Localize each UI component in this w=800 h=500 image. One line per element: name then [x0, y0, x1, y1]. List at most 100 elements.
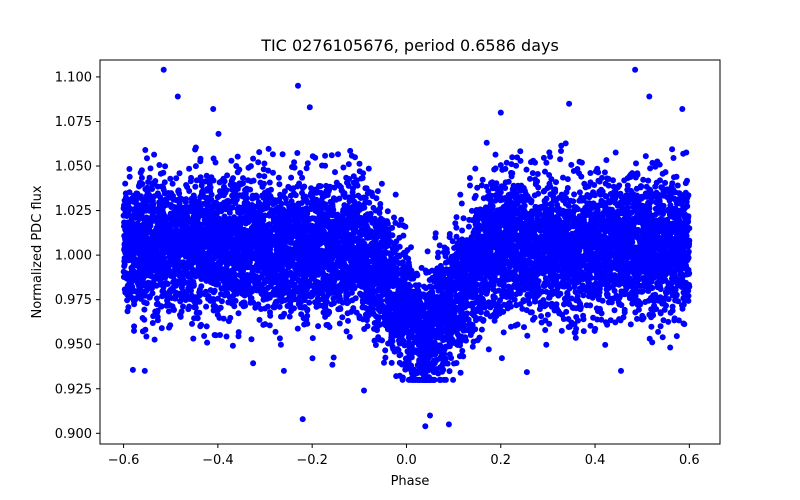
data-point — [458, 200, 465, 207]
data-point — [665, 318, 672, 325]
data-point — [285, 183, 292, 190]
data-point — [347, 147, 354, 154]
data-point — [563, 308, 570, 315]
data-point — [432, 234, 439, 241]
data-point — [255, 159, 262, 166]
data-point — [571, 191, 578, 198]
data-point — [393, 373, 400, 380]
data-point — [660, 317, 667, 324]
data-point — [250, 155, 257, 162]
chart-title: TIC 0276105676, period 0.6586 days — [260, 36, 559, 55]
data-point — [256, 172, 263, 179]
data-point — [557, 156, 564, 163]
data-point — [131, 323, 138, 330]
data-point — [424, 248, 431, 255]
data-point — [131, 327, 137, 334]
data-point — [203, 303, 210, 310]
data-point — [229, 192, 236, 199]
data-point — [198, 321, 205, 328]
data-point — [587, 322, 594, 329]
data-point — [393, 238, 400, 245]
data-point — [295, 297, 302, 304]
data-point — [153, 295, 160, 302]
data-point — [479, 176, 486, 183]
data-point — [223, 333, 230, 340]
data-point — [294, 325, 301, 332]
data-point — [576, 170, 582, 177]
data-point — [576, 189, 583, 196]
data-point — [640, 176, 647, 183]
data-point — [521, 324, 527, 331]
data-point — [446, 368, 453, 375]
data-point — [138, 174, 145, 181]
data-point — [286, 313, 293, 320]
data-point — [126, 189, 133, 196]
data-point — [497, 162, 504, 169]
data-point — [279, 151, 286, 158]
data-point — [343, 328, 350, 335]
data-point — [208, 191, 215, 198]
data-point — [315, 323, 322, 330]
data-point — [592, 325, 599, 332]
data-point — [392, 191, 399, 198]
data-point — [122, 180, 129, 187]
data-point — [388, 359, 395, 366]
data-point — [141, 316, 148, 323]
data-point — [543, 288, 550, 295]
data-point — [256, 316, 263, 323]
data-point — [542, 327, 549, 333]
data-point — [356, 160, 363, 167]
data-point — [192, 163, 199, 170]
data-point — [459, 347, 466, 354]
data-point — [151, 336, 158, 343]
data-point — [235, 310, 242, 317]
data-point — [149, 320, 156, 326]
data-point — [517, 148, 524, 155]
data-point — [645, 177, 652, 184]
data-point — [186, 165, 193, 172]
data-point — [672, 189, 679, 196]
data-point — [572, 334, 579, 341]
data-point — [335, 151, 341, 158]
data-point — [500, 329, 507, 336]
data-point — [382, 354, 389, 361]
data-point — [272, 328, 279, 335]
data-point — [322, 152, 329, 159]
data-point — [288, 174, 295, 181]
data-point — [229, 342, 236, 349]
data-point — [175, 187, 182, 194]
data-point — [601, 169, 608, 176]
data-point — [660, 299, 667, 306]
data-point — [503, 159, 510, 166]
data-point — [142, 326, 149, 333]
data-point — [467, 182, 473, 189]
data-point — [333, 179, 340, 186]
data-point — [266, 179, 273, 186]
data-point — [261, 173, 268, 180]
data-point — [538, 313, 545, 320]
data-point — [203, 323, 210, 330]
data-point — [655, 328, 662, 335]
data-point — [276, 335, 283, 342]
data-point — [144, 155, 150, 162]
data-point — [232, 297, 239, 304]
data-point — [176, 170, 183, 177]
data-point — [453, 233, 460, 240]
data-point — [611, 307, 618, 314]
data-point — [217, 332, 223, 338]
data-point — [304, 160, 311, 167]
data-point — [345, 161, 352, 168]
data-points — [120, 66, 693, 430]
data-point — [141, 306, 148, 313]
data-point — [288, 308, 294, 315]
data-point — [250, 360, 257, 367]
data-point — [164, 297, 170, 304]
data-point — [143, 300, 150, 307]
data-point — [337, 306, 344, 312]
data-point — [143, 333, 150, 340]
data-point — [514, 321, 521, 328]
data-point — [297, 170, 304, 176]
data-point — [381, 359, 387, 366]
data-point — [240, 175, 246, 182]
